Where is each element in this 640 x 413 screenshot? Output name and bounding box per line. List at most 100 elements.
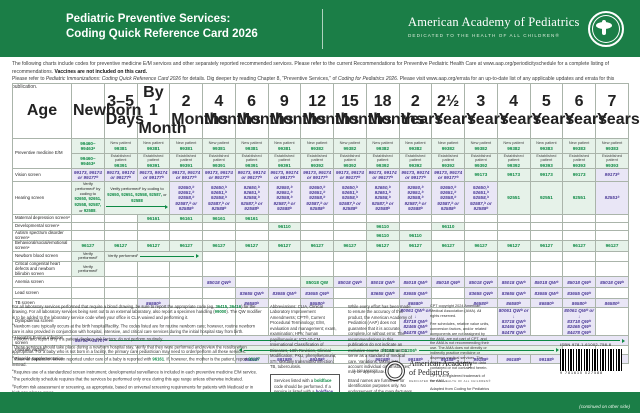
service-cell: 96110 xyxy=(267,221,302,231)
isbn-block: ISBN 978-1-61002-758-8 9 781610 027588 xyxy=(560,342,626,375)
cpt-code: 83718 QWᵇ xyxy=(567,318,592,324)
age-header: 15 Months xyxy=(333,83,392,139)
text-segment: instead. xyxy=(12,362,27,368)
service-cell xyxy=(300,213,334,223)
service-cell xyxy=(431,261,465,278)
cpt-code: 84478 QWᵇ xyxy=(501,329,526,335)
cpt-code: 92551 xyxy=(539,195,553,201)
text-segment: 92588 xyxy=(83,207,96,213)
age-header: 12 Months xyxy=(300,83,359,139)
service-cell xyxy=(562,213,596,223)
service-cell: New patient 99381 xyxy=(103,138,138,154)
service-cell: New patient 99383 xyxy=(595,138,629,154)
cell-sublabel: New patient xyxy=(274,140,295,146)
service-cell: 96127 xyxy=(267,240,302,252)
cpt-code: 96110 xyxy=(376,232,389,238)
cell-sublabel: Established patient xyxy=(470,153,491,163)
cpt-code: 85018 QWᵇ xyxy=(501,279,526,285)
footnote-item: aNewborn care typically occurs at the bi… xyxy=(12,322,262,335)
cpt-notice-paragraph: CPT is a registered trademark of the AMA… xyxy=(430,373,485,383)
cpt-code: 96110 xyxy=(376,223,389,229)
cpt-code: 99173ᵇ xyxy=(604,172,620,178)
text-segment: 99000 xyxy=(214,309,227,315)
cpt-code: 99382 xyxy=(343,145,357,151)
service-cell xyxy=(398,213,433,223)
service-cell xyxy=(529,307,564,336)
cpt-code: 99391 xyxy=(114,162,128,168)
service-cell xyxy=(398,261,433,278)
service-cell: New patient 99381 xyxy=(169,138,203,154)
cpt-code: 85018 QWᵇ xyxy=(403,279,428,285)
service-cell xyxy=(169,221,203,231)
cpt-code: 83718 QWᵇ xyxy=(501,318,526,324)
service-cell xyxy=(464,261,498,278)
service-cell xyxy=(398,250,433,263)
service-cell xyxy=(333,213,367,223)
cpt-code: 96127 xyxy=(310,243,324,249)
service-cell: Established patient 99393 xyxy=(529,153,564,169)
cpt-code: 96127 xyxy=(507,243,521,249)
cpt-code: 83655 QWᵇ xyxy=(272,290,297,296)
cpt-code: 99460–99463ᵃ xyxy=(80,140,96,151)
service-cell xyxy=(333,229,367,242)
text-segment: Newborn care typically occurs at the bir… xyxy=(12,323,256,335)
cpt-code: 83655 QWᵇ xyxy=(468,290,493,296)
cpt-code: 99393 xyxy=(572,162,586,168)
service-cell: 92650,ᵇ 92651,ᵇ 92558,ᵇ 92587,ᵇ or 92588… xyxy=(464,181,498,215)
card-title-line1: Pediatric Preventive Services: xyxy=(66,13,231,25)
row-label: Fluoride supplementation xyxy=(12,354,72,365)
service-cell: 83655 QWᵇ xyxy=(529,287,564,300)
service-cell: Verify performedᶜ by coding to 92650, 92… xyxy=(71,181,105,215)
service-cell: 83655 QWᵇ xyxy=(300,287,334,300)
cpt-code: 96161 xyxy=(179,215,193,221)
cpt-code: 96127 xyxy=(572,243,586,249)
service-cell: Established patient 99391 xyxy=(136,153,171,169)
service-cell xyxy=(267,250,302,263)
cpt-code: 99381 xyxy=(179,145,193,151)
service-cell: 99173, 99174 or 99177ᵇ xyxy=(202,168,236,182)
service-cell: 99173 xyxy=(496,168,531,182)
footnote-marker: e xyxy=(12,368,14,373)
cpt-code: 96127 xyxy=(81,243,95,249)
cell-sublabel: Established patient xyxy=(339,153,360,163)
cpt-code: 96127 xyxy=(245,243,259,249)
cpt-code: 96127 xyxy=(277,243,291,249)
cpt-code: 86580ᵇ xyxy=(571,300,587,306)
cell-sublabel: New patient xyxy=(208,140,230,146)
cpt-code: 86580ᵇ xyxy=(309,300,325,306)
service-cell: 83655 QWᵇ xyxy=(398,287,433,300)
service-cell: 86580ᵇ xyxy=(595,298,629,309)
service-cell: 99460–99463ᵃ xyxy=(71,138,105,154)
cpt-code: 92650,ᵇ 92651,ᵇ 92558,ᵇ 92587,ᵇ or 92588… xyxy=(404,184,427,211)
service-cell xyxy=(71,221,105,231)
table-row: Preventive medicine E/M 99460–99463ᵃ New p… xyxy=(12,138,629,169)
table-row: Autism spectrum disorder screenᵉ 96110 961… xyxy=(12,229,629,242)
service-cell xyxy=(234,307,269,336)
isbn-barcode xyxy=(560,349,622,371)
text-segment: 92650, 92651, 92558, 92587, xyxy=(107,191,163,197)
age-header: Newborn xyxy=(71,83,141,139)
service-cell xyxy=(300,229,334,242)
text-segment: modifier is to be added to the laborator… xyxy=(12,309,262,320)
service-cell: New patient 99381 xyxy=(267,138,302,154)
text-segment: Maternal depression screen reported unde… xyxy=(13,356,153,362)
service-cell: 83655 QWᵇ xyxy=(365,287,400,300)
cell-sublabel: New patient xyxy=(405,140,426,146)
cpt-code: 99382 xyxy=(474,145,488,151)
cpt-code: 86580ᵇ xyxy=(244,300,259,306)
cpt-code: 92650,ᵇ 92651,ᵇ 92558,ᵇ 92587,ᵇ or 92588… xyxy=(338,184,361,211)
cpt-code: 99392 xyxy=(474,162,488,168)
footnote-item: fThe periodicity schedule requires that … xyxy=(12,375,262,382)
service-cell: New patient 99382 xyxy=(365,138,400,154)
cell-sublabel: New patient xyxy=(306,140,328,146)
cpt-code: 99381 xyxy=(212,145,226,151)
service-cell: 96161 xyxy=(169,213,203,223)
service-cell: 85018 QWᵇ xyxy=(365,276,400,289)
service-cell xyxy=(464,229,498,242)
service-cell: 96127 xyxy=(136,240,171,252)
service-cell: 85018 QWᵇ xyxy=(562,276,596,289)
service-cell xyxy=(136,221,171,231)
age-header: 4 Years xyxy=(496,83,541,139)
cpt-code: 99392 xyxy=(408,162,422,168)
